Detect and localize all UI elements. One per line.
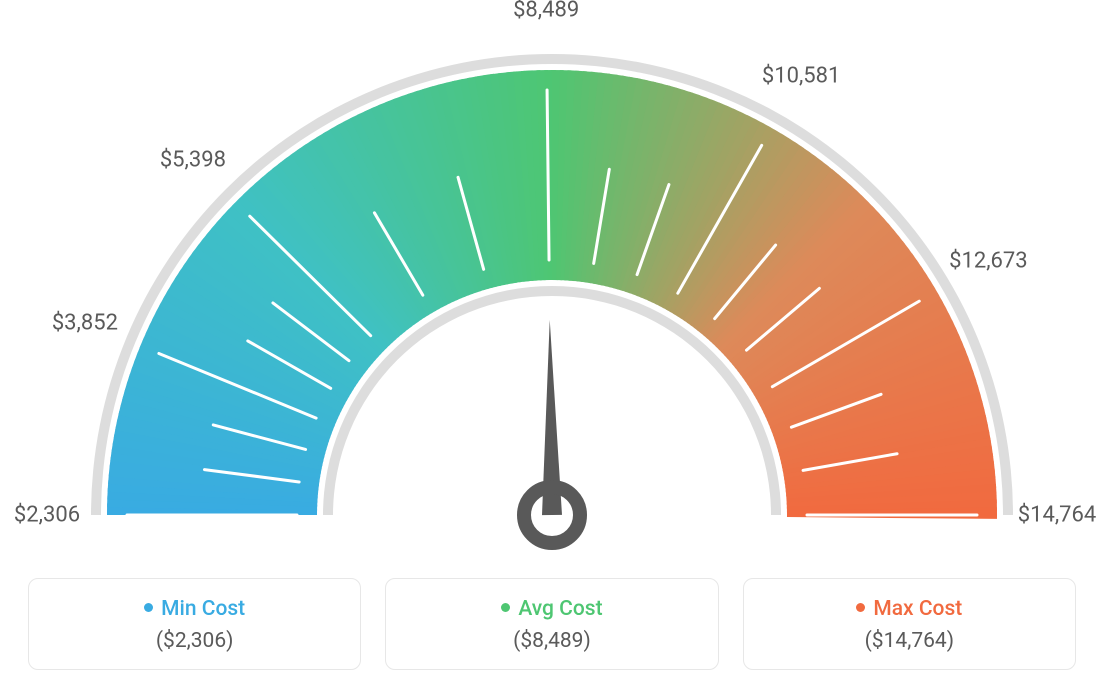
legend-title-min: Min Cost <box>39 597 350 621</box>
legend-value-max: ($14,764) <box>754 629 1065 653</box>
dot-icon-min <box>144 603 153 612</box>
gauge-tick-label: $14,764 <box>1018 503 1097 528</box>
gauge-tick-label: $5,398 <box>160 147 226 172</box>
dot-icon-avg <box>501 603 510 612</box>
gauge-container: $2,306 $3,852 $5,398 $8,489 $10,581 $12,673 $1… <box>0 0 1104 560</box>
legend-card-avg: Avg Cost ($8,489) <box>385 578 718 670</box>
gauge-tick-label: $8,489 <box>513 0 579 23</box>
legend-label-max: Max Cost <box>873 597 962 621</box>
legend-card-min: Min Cost ($2,306) <box>28 578 361 670</box>
legend-label-min: Min Cost <box>161 597 245 621</box>
legend-card-max: Max Cost ($14,764) <box>743 578 1076 670</box>
gauge-tick-label: $12,673 <box>949 248 1028 273</box>
gauge-tick-label: $3,852 <box>52 311 118 336</box>
legend-title-avg: Avg Cost <box>396 597 707 621</box>
legend-row: Min Cost ($2,306) Avg Cost ($8,489) Max … <box>0 578 1104 670</box>
gauge-tick-label: $10,581 <box>762 63 841 88</box>
gauge-tick-label: $2,306 <box>14 503 80 528</box>
legend-title-max: Max Cost <box>754 597 1065 621</box>
legend-value-min: ($2,306) <box>39 629 350 653</box>
legend-label-avg: Avg Cost <box>518 597 602 621</box>
legend-value-avg: ($8,489) <box>396 629 707 653</box>
gauge-svg <box>0 0 1104 560</box>
dot-icon-max <box>856 603 865 612</box>
